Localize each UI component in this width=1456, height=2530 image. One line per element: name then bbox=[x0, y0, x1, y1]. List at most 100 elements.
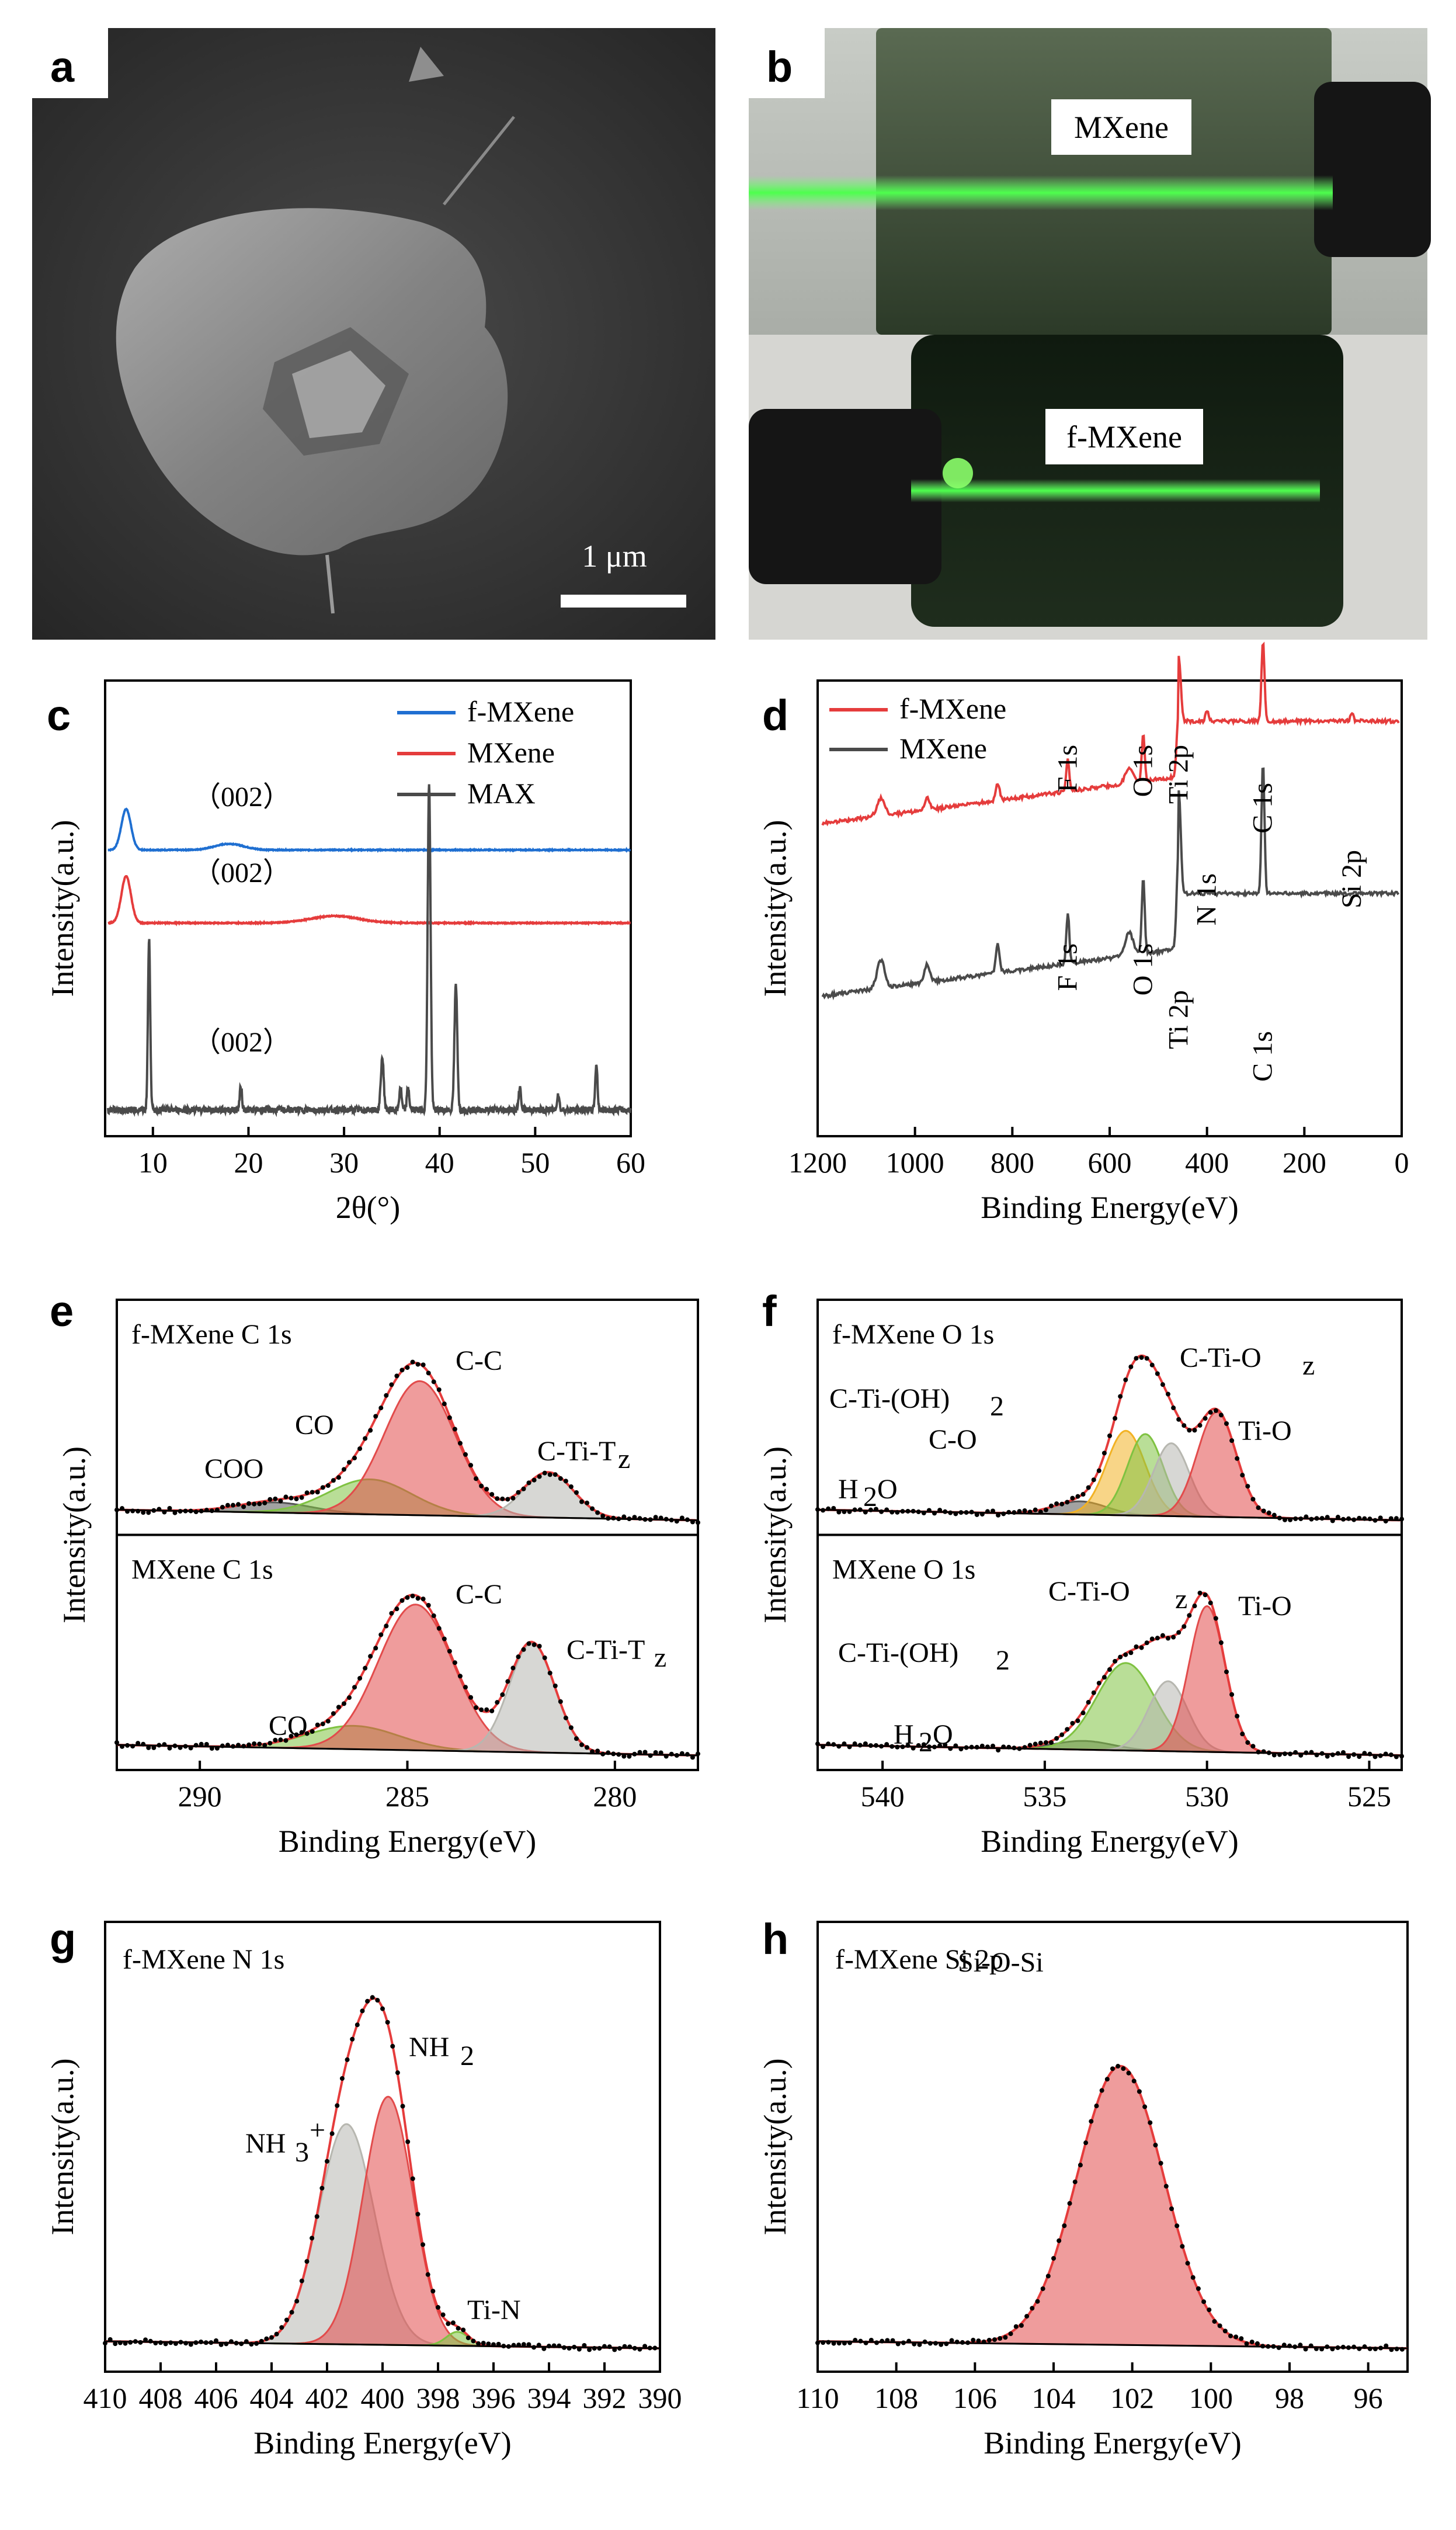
data-point bbox=[199, 1508, 204, 1514]
data-point bbox=[1298, 2342, 1303, 2348]
sem-flake bbox=[116, 47, 515, 614]
data-point bbox=[141, 1510, 146, 1515]
data-point bbox=[331, 1711, 336, 1716]
data-point bbox=[114, 1740, 119, 1745]
component-label: 2 bbox=[460, 2040, 474, 2071]
data-point bbox=[463, 1685, 468, 1690]
data-point bbox=[236, 1743, 241, 1748]
data-point bbox=[933, 2341, 938, 2346]
data-point bbox=[294, 1496, 299, 1501]
data-point bbox=[1059, 1501, 1065, 1507]
data-point bbox=[199, 2339, 204, 2344]
x-tick-label-g: 400 bbox=[361, 2382, 405, 2414]
data-point bbox=[1163, 2184, 1169, 2189]
data-point bbox=[531, 2345, 537, 2350]
data-point bbox=[1367, 2346, 1372, 2351]
data-point bbox=[1245, 1484, 1250, 1489]
panel-title: f-MXene Si 2p bbox=[835, 1944, 1003, 1975]
data-point bbox=[531, 1477, 537, 1483]
data-point bbox=[836, 1744, 842, 1749]
data-point bbox=[1001, 1511, 1006, 1516]
data-point bbox=[360, 2008, 365, 2014]
data-point bbox=[585, 1745, 590, 1750]
data-point bbox=[953, 1743, 958, 1748]
data-point bbox=[821, 2340, 826, 2345]
data-point bbox=[157, 1507, 162, 1512]
data-point bbox=[1054, 1736, 1059, 1741]
data-point bbox=[986, 2338, 992, 2342]
data-point bbox=[231, 1744, 235, 1749]
data-point bbox=[436, 2305, 440, 2310]
data-point bbox=[1187, 1428, 1192, 1433]
data-point bbox=[1255, 2341, 1260, 2346]
component-label: + bbox=[310, 2115, 325, 2146]
data-point bbox=[400, 2104, 405, 2109]
data-point bbox=[1166, 1391, 1170, 1397]
data-point bbox=[637, 2347, 642, 2352]
data-point bbox=[579, 1742, 584, 1747]
data-point bbox=[1099, 2088, 1104, 2093]
data-point bbox=[1107, 1433, 1112, 1438]
component-label: 2 bbox=[863, 1481, 877, 1512]
x-tick-label-g: 408 bbox=[139, 2382, 183, 2414]
data-point bbox=[658, 1750, 663, 1755]
data-point bbox=[471, 2338, 476, 2344]
data-point bbox=[911, 1745, 916, 1751]
data-point bbox=[1139, 1355, 1144, 1360]
data-point bbox=[289, 1734, 294, 1739]
data-point bbox=[252, 1501, 257, 1507]
data-point bbox=[329, 2131, 335, 2136]
data-point bbox=[465, 2335, 471, 2341]
data-point bbox=[325, 2158, 329, 2164]
data-point bbox=[1240, 1473, 1245, 1478]
data-point bbox=[117, 2340, 123, 2345]
data-point bbox=[193, 2340, 199, 2345]
data-point bbox=[249, 2341, 254, 2347]
data-point bbox=[1121, 2066, 1126, 2071]
data-point bbox=[1394, 1516, 1399, 1521]
data-point bbox=[350, 2036, 355, 2042]
data-point bbox=[153, 2340, 158, 2345]
data-point bbox=[1207, 2307, 1212, 2313]
data-point bbox=[500, 1496, 505, 1501]
data-point bbox=[357, 1675, 363, 1681]
data-point bbox=[489, 1708, 495, 1713]
data-point bbox=[1051, 2255, 1056, 2261]
data-point bbox=[991, 1743, 995, 1748]
data-point bbox=[826, 1741, 831, 1747]
data-point bbox=[214, 1745, 220, 1751]
data-point bbox=[479, 1483, 484, 1488]
data-point bbox=[1293, 1516, 1298, 1521]
data-point bbox=[319, 2185, 325, 2191]
data-point bbox=[542, 1470, 547, 1476]
data-point bbox=[561, 2345, 567, 2350]
data-point bbox=[884, 1507, 889, 1512]
component-label: O bbox=[933, 1719, 953, 1750]
panel-label-a: a bbox=[50, 43, 75, 91]
data-point bbox=[1341, 1750, 1346, 1755]
data-point bbox=[679, 1751, 684, 1756]
data-point bbox=[1383, 1751, 1388, 1757]
data-point bbox=[965, 2340, 971, 2345]
data-point bbox=[1033, 1741, 1038, 1747]
y-axis-label-d: Intensity(a.u.) bbox=[757, 820, 793, 997]
data-point bbox=[1388, 1516, 1394, 1521]
panel-label-h: h bbox=[762, 1915, 788, 1963]
data-point bbox=[146, 1510, 151, 1515]
data-point bbox=[1384, 2343, 1389, 2348]
data-point bbox=[1362, 2344, 1367, 2349]
peak-annotation-002: （002） bbox=[193, 782, 291, 813]
x-tick-label-c: 60 bbox=[616, 1146, 645, 1179]
data-point bbox=[568, 1484, 574, 1490]
peak-label-mxene: Ti 2p bbox=[1163, 990, 1194, 1049]
data-point bbox=[410, 1594, 415, 1599]
data-point bbox=[151, 1745, 157, 1750]
data-point bbox=[969, 1509, 974, 1515]
data-point bbox=[858, 2338, 863, 2344]
legend-label-MXene: MXene bbox=[899, 732, 987, 765]
data-point bbox=[1091, 1477, 1096, 1483]
data-point bbox=[405, 1365, 410, 1370]
data-point bbox=[505, 1497, 510, 1502]
data-point bbox=[622, 2344, 627, 2349]
data-point bbox=[927, 2341, 933, 2346]
